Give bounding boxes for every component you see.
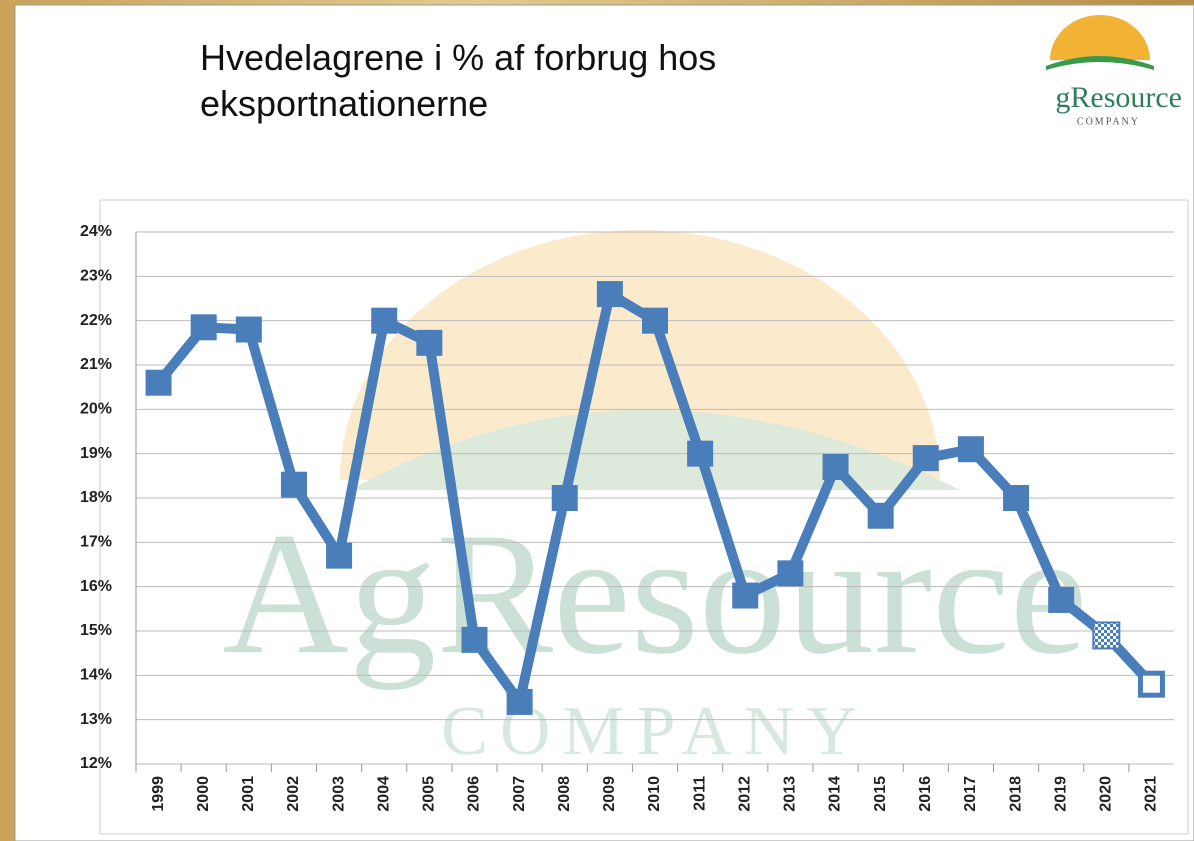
marker bbox=[867, 502, 894, 529]
marker bbox=[235, 316, 262, 343]
x-tick-label: 2007 bbox=[511, 776, 528, 812]
x-tick-label: 2021 bbox=[1143, 776, 1160, 812]
x-tick-label: 2020 bbox=[1098, 776, 1115, 812]
marker bbox=[1092, 621, 1121, 650]
y-tick-label: 14% bbox=[80, 667, 112, 684]
watermark: AgResource COMPANY bbox=[222, 230, 1088, 770]
marker bbox=[190, 314, 217, 341]
logo-sub: COMPANY bbox=[1077, 116, 1140, 127]
x-tick-label: 2015 bbox=[872, 776, 889, 812]
y-tick-label: 16% bbox=[80, 578, 112, 595]
y-tick-label: 24% bbox=[80, 223, 112, 240]
marker bbox=[687, 440, 714, 467]
marker bbox=[461, 626, 488, 653]
marker bbox=[506, 688, 533, 715]
y-tick-label: 23% bbox=[80, 268, 112, 285]
x-tick-label: 2016 bbox=[917, 776, 934, 812]
marker bbox=[1048, 586, 1075, 613]
logo-name: gResource bbox=[1055, 81, 1182, 114]
x-tick-label: 2005 bbox=[421, 776, 438, 812]
x-tick-label: 2012 bbox=[736, 776, 753, 812]
x-tick-label: 2000 bbox=[195, 776, 212, 812]
y-tick-label: 18% bbox=[80, 489, 112, 506]
marker bbox=[145, 369, 172, 396]
x-tick-label: 2003 bbox=[330, 776, 347, 812]
x-tick-label: 2001 bbox=[240, 776, 257, 812]
marker bbox=[416, 329, 443, 356]
marker bbox=[371, 307, 398, 334]
panel bbox=[14, 4, 1194, 841]
y-tick-label: 17% bbox=[80, 534, 112, 551]
watermark-sub: COMPANY bbox=[441, 693, 869, 770]
x-tick-label: 2006 bbox=[466, 776, 483, 812]
x-tick-label: 2010 bbox=[646, 776, 663, 812]
marker bbox=[1137, 670, 1165, 698]
x-tick-label: 2013 bbox=[782, 776, 799, 812]
marker bbox=[551, 485, 578, 511]
x-tick-label: 1999 bbox=[150, 776, 167, 812]
y-tick-label: 15% bbox=[80, 622, 112, 639]
x-tick-label: 2019 bbox=[1052, 776, 1069, 812]
y-tick-label: 19% bbox=[80, 445, 112, 462]
y-tick-label: 13% bbox=[80, 711, 112, 728]
marker bbox=[957, 436, 984, 463]
x-tick-label: 2008 bbox=[556, 776, 573, 812]
y-tick-label: 20% bbox=[80, 401, 112, 418]
chart-title: Hvedelagrene i % af forbrug hos eksportna… bbox=[200, 37, 716, 124]
y-tick-label: 22% bbox=[80, 312, 112, 329]
x-tick-label: 2002 bbox=[285, 776, 302, 812]
marker bbox=[777, 560, 804, 587]
marker bbox=[732, 582, 759, 609]
marker bbox=[596, 281, 623, 308]
marker bbox=[642, 307, 668, 334]
marker bbox=[822, 453, 849, 480]
watermark-name: AgResource bbox=[222, 496, 1087, 690]
x-tick-label: 2018 bbox=[1007, 776, 1024, 812]
marker bbox=[912, 445, 939, 472]
x-tick-label: 2009 bbox=[601, 776, 618, 812]
y-tick-label: 12% bbox=[80, 755, 112, 772]
x-tick-label: 2004 bbox=[375, 776, 392, 812]
marker bbox=[280, 471, 307, 498]
marker bbox=[1003, 485, 1030, 511]
x-tick-label: 2014 bbox=[827, 776, 844, 812]
chart-frame bbox=[99, 199, 1189, 835]
marker bbox=[326, 542, 353, 569]
y-tick-label: 21% bbox=[80, 356, 112, 373]
x-tick-label: 2017 bbox=[962, 776, 979, 812]
x-tick-label: 2011 bbox=[691, 776, 708, 811]
logo: gResource COMPANY bbox=[1015, 8, 1187, 153]
